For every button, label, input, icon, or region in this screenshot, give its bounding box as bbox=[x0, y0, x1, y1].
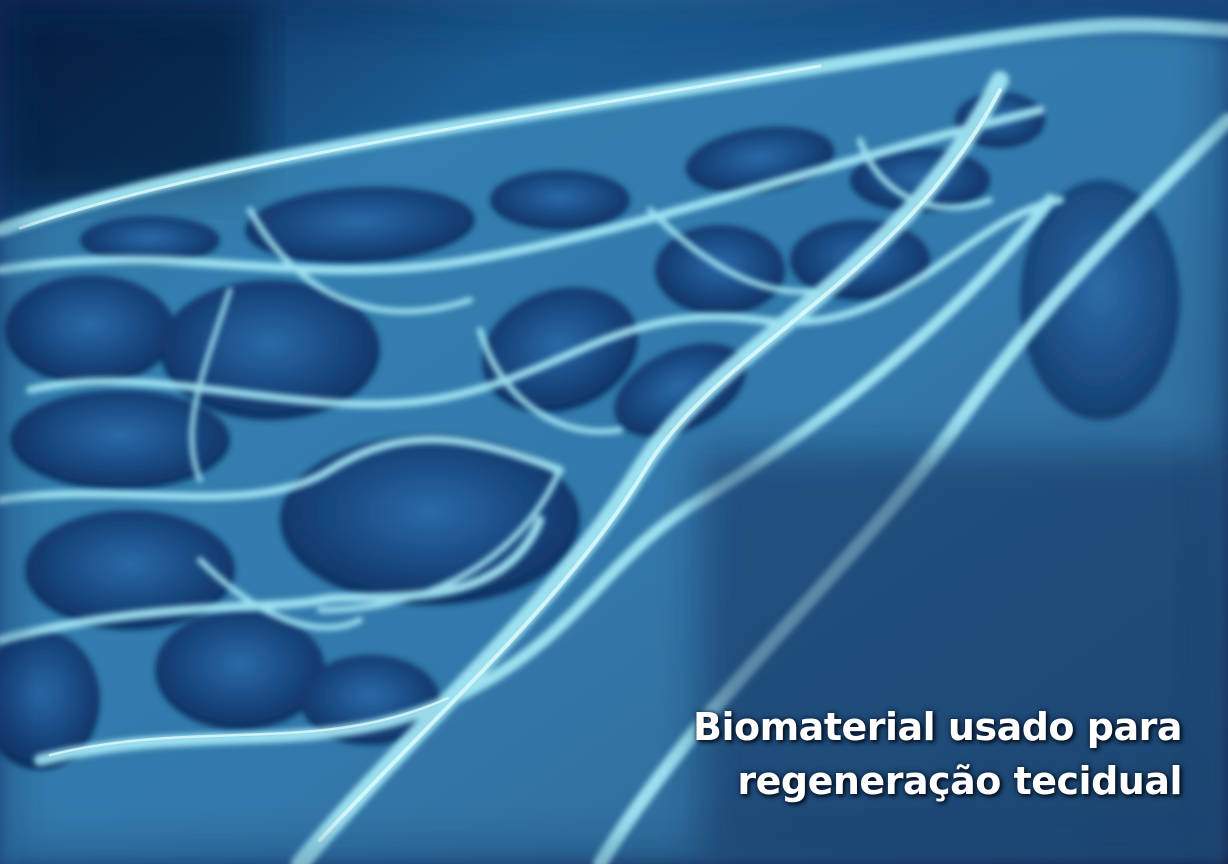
caption: Biomaterial usado para regeneração tecid… bbox=[542, 700, 1183, 808]
caption-line-1: Biomaterial usado para bbox=[692, 705, 1183, 749]
caption-line-2: regeneração tecidual bbox=[737, 759, 1182, 803]
